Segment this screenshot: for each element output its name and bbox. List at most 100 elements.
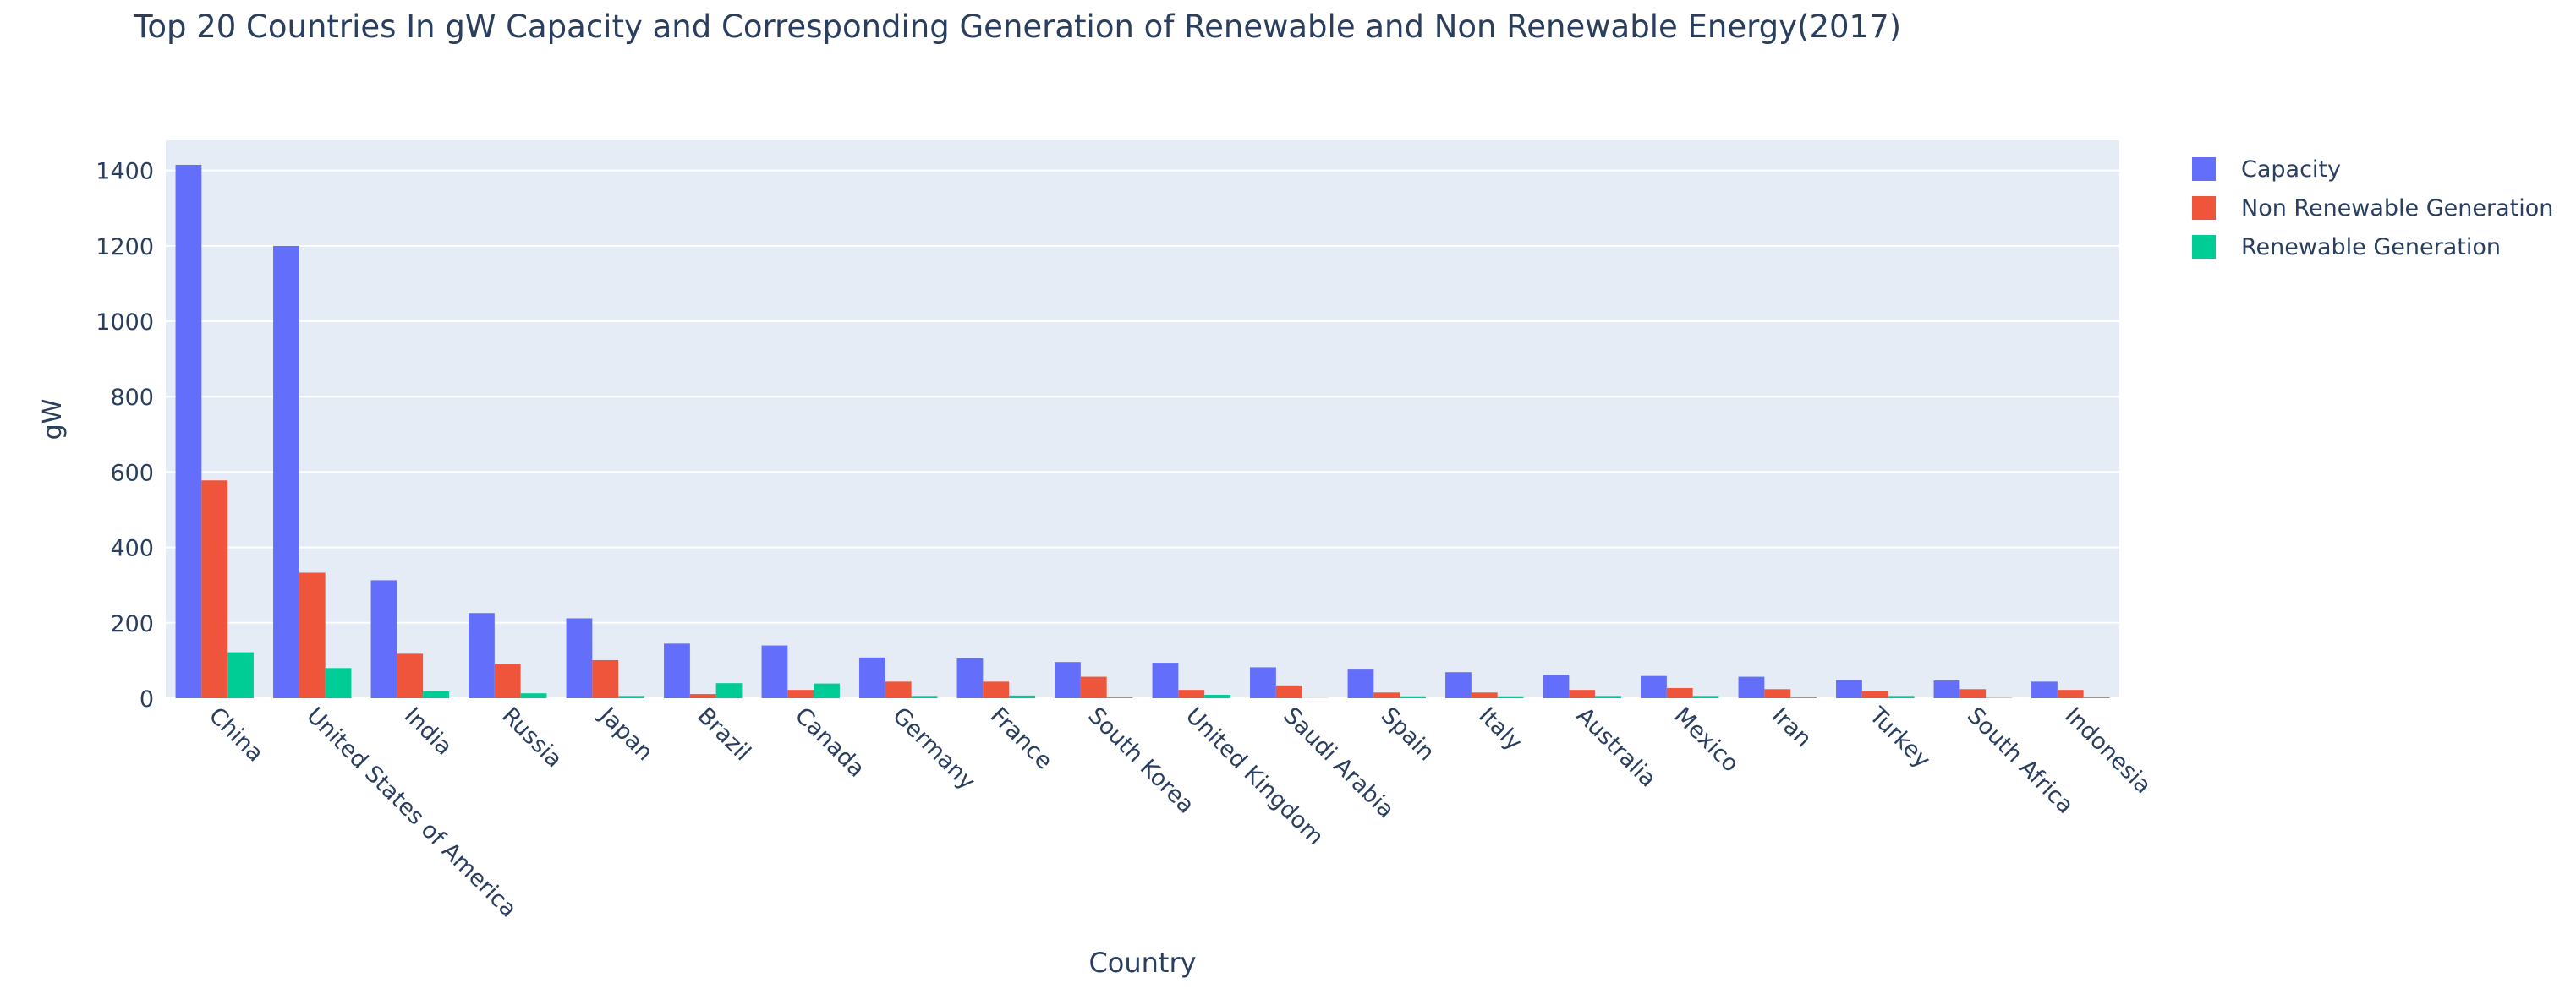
bar[interactable]: United States of America — Non Renewable… (299, 573, 326, 699)
y-axis-ticks: 0 200 400 600 800 1000 1200 1400 (96, 159, 154, 713)
bar[interactable]: China — Non Renewable Generation: 578 (201, 480, 227, 698)
bar[interactable]: Saudi Arabia — Capacity: 82 (1250, 667, 1276, 698)
bar[interactable]: Mexico — Non Renewable Generation: 27 (1667, 688, 1693, 698)
bar[interactable]: Germany — Capacity: 108 (859, 658, 885, 698)
bar[interactable]: Canada — Renewable Generation: 39 (814, 684, 840, 698)
bar[interactable]: Brazil — Non Renewable Generation: 11 (690, 694, 716, 698)
bar[interactable]: Brazil — Capacity: 145 (664, 643, 690, 698)
bar[interactable]: Turkey — Capacity: 48 (1836, 680, 1862, 698)
bar[interactable]: Italy — Non Renewable Generation: 15 (1472, 692, 1498, 698)
bar[interactable]: China — Capacity: 1415 (176, 165, 202, 698)
legend-item[interactable]: Capacity (2192, 156, 2341, 183)
bar[interactable]: Mexico — Renewable Generation: 6 (1693, 696, 1719, 698)
x-tick-label: Italy (1473, 702, 1526, 756)
x-tick-label: United States of America (301, 702, 522, 923)
bar[interactable]: India — Renewable Generation: 18 (423, 691, 449, 698)
bar[interactable]: South Korea — Capacity: 96 (1055, 662, 1081, 698)
legend-label: Capacity (2241, 156, 2341, 183)
bar[interactable]: Canada — Non Renewable Generation: 22 (787, 690, 814, 698)
bar[interactable]: Australia — Renewable Generation: 6 (1595, 696, 1621, 698)
y-tick-label: 200 (110, 611, 154, 637)
x-tick-label: Turkey (1864, 702, 1936, 773)
bar[interactable]: India — Non Renewable Generation: 118 (397, 653, 423, 698)
x-tick-label: Spain (1376, 702, 1439, 766)
plot-area (166, 140, 2119, 698)
x-axis-label: Country (1088, 947, 1196, 979)
bar[interactable]: France — Non Renewable Generation: 44 (983, 681, 1009, 698)
bar[interactable]: Russia — Capacity: 226 (469, 613, 495, 698)
bar[interactable]: Russia — Non Renewable Generation: 91 (495, 664, 521, 698)
y-tick-label: 1200 (96, 234, 154, 260)
bar[interactable]: Turkey — Non Renewable Generation: 19 (1862, 691, 1888, 698)
bar[interactable]: Japan — Renewable Generation: 6 (618, 696, 644, 698)
bar[interactable]: France — Capacity: 106 (957, 658, 984, 698)
y-tick-label: 1400 (96, 159, 154, 185)
bar[interactable]: India — Capacity: 313 (371, 580, 397, 698)
bar[interactable]: United Kingdom — Renewable Generation: 9 (1204, 695, 1230, 698)
bar[interactable]: Indonesia — Capacity: 44 (2031, 681, 2058, 698)
bar[interactable]: United States of America — Capacity: 120… (273, 246, 299, 698)
y-tick-label: 600 (110, 460, 154, 486)
bar[interactable]: Iran — Capacity: 57 (1739, 677, 1765, 698)
legend-label: Renewable Generation (2241, 234, 2501, 260)
bar[interactable]: South Africa — Non Renewable Generation:… (1959, 689, 1986, 698)
legend-swatch (2192, 196, 2216, 220)
y-axis-label: gW (38, 399, 68, 440)
bar[interactable]: Italy — Renewable Generation: 5 (1498, 697, 1524, 698)
bar[interactable]: Germany — Renewable Generation: 6 (912, 696, 938, 698)
bar[interactable]: Japan — Non Renewable Generation: 101 (592, 660, 618, 698)
bar[interactable]: Russia — Renewable Generation: 13 (521, 693, 547, 698)
bar[interactable]: United Kingdom — Non Renewable Generatio… (1178, 690, 1204, 698)
legend-label: Non Renewable Generation (2241, 195, 2553, 221)
x-tick-label: France (985, 702, 1057, 774)
bar[interactable]: Japan — Capacity: 212 (567, 618, 593, 698)
bar[interactable]: Italy — Capacity: 69 (1445, 672, 1472, 698)
bar[interactable]: Mexico — Capacity: 59 (1641, 676, 1667, 698)
y-tick-label: 1000 (96, 309, 154, 336)
bar[interactable]: United Kingdom — Capacity: 94 (1153, 663, 1179, 698)
x-tick-label: China (204, 702, 268, 767)
bar[interactable]: Indonesia — Non Renewable Generation: 22 (2058, 690, 2084, 698)
bar[interactable]: France — Renewable Generation: 7 (1009, 696, 1035, 698)
x-tick-label: Iran (1767, 702, 1817, 752)
bar[interactable]: Germany — Non Renewable Generation: 44 (885, 681, 912, 698)
bar[interactable]: South Korea — Renewable Generation: 2 (1107, 697, 1133, 698)
x-tick-label: Germany (887, 702, 980, 795)
x-tick-label: Australia (1571, 702, 1661, 792)
bar[interactable]: Iran — Non Renewable Generation: 24 (1764, 689, 1790, 698)
y-tick-label: 400 (110, 536, 154, 562)
bar[interactable]: Iran — Renewable Generation: 2 (1790, 697, 1817, 698)
legend-swatch (2192, 157, 2216, 181)
bar[interactable]: Turkey — Renewable Generation: 6 (1888, 696, 1915, 698)
bar[interactable]: Australia — Non Renewable Generation: 22 (1569, 690, 1595, 698)
bar[interactable]: Canada — Capacity: 140 (762, 646, 788, 698)
bar[interactable]: Saudi Arabia — Non Renewable Generation:… (1276, 686, 1302, 698)
legend-swatch (2192, 235, 2216, 259)
x-tick-label: India (399, 702, 458, 761)
bar[interactable]: Spain — Capacity: 76 (1348, 669, 1374, 698)
chart-title: Top 20 Countries In gW Capacity and Corr… (133, 8, 1901, 45)
bar[interactable]: Brazil — Renewable Generation: 40 (716, 683, 743, 698)
y-tick-label: 800 (110, 385, 154, 411)
bar[interactable]: United States of America — Renewable Gen… (326, 668, 352, 698)
bar[interactable]: South Africa — Capacity: 47 (1934, 680, 1960, 698)
x-tick-label: Mexico (1669, 702, 1744, 778)
bar[interactable]: Indonesia — Renewable Generation: 2 (2084, 697, 2110, 698)
legend[interactable]: Capacity Non Renewable Generation Renewabl… (2192, 156, 2553, 260)
x-tick-label: Brazil (692, 702, 755, 766)
y-tick-label: 0 (140, 686, 154, 713)
x-tick-label: Canada (790, 702, 870, 783)
bar[interactable]: Spain — Renewable Generation: 5 (1400, 697, 1426, 698)
bar[interactable]: South Korea — Non Renewable Generation: … (1081, 677, 1107, 698)
x-tick-label: Japan (593, 702, 658, 767)
bar[interactable]: Australia — Capacity: 62 (1543, 675, 1570, 698)
legend-item[interactable]: Non Renewable Generation (2192, 195, 2553, 221)
legend-item[interactable]: Renewable Generation (2192, 234, 2501, 260)
bar[interactable]: Spain — Non Renewable Generation: 15 (1373, 692, 1400, 698)
x-tick-label: Russia (496, 702, 567, 773)
bar[interactable]: China — Renewable Generation: 122 (227, 653, 254, 698)
x-tick-label: Indonesia (2059, 702, 2156, 799)
